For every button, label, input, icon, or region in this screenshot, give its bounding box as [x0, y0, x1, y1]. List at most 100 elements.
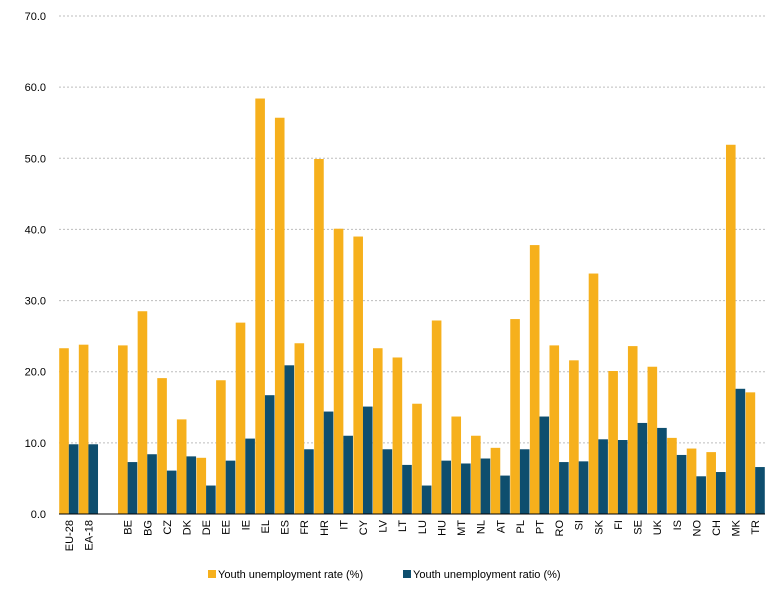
ratio-bar-lv: [382, 449, 393, 514]
ratio-bar-eu-28: [68, 444, 79, 514]
rate-bar-fi: [608, 371, 618, 514]
x-tick-label: SE: [633, 520, 645, 535]
rate-bar-it: [333, 228, 344, 514]
gridlines: [59, 15, 765, 444]
legend: Youth unemployment rate (%) Youth unemplo…: [208, 569, 561, 581]
bars: [59, 98, 765, 515]
x-tick-label: FI: [613, 520, 625, 530]
rate-bar-lt: [392, 357, 403, 514]
x-tick-label: FR: [299, 520, 311, 535]
ratio-bar-es: [284, 365, 295, 514]
rate-bar-no: [686, 448, 697, 514]
ratio-bar-mk: [735, 388, 746, 514]
y-tick-label: 0.0: [31, 509, 46, 521]
ratio-bar-sk: [598, 439, 608, 514]
rate-bar-ch: [706, 452, 716, 514]
x-tick-label: TR: [750, 520, 762, 535]
rate-bar-lu: [412, 403, 422, 514]
rate-bar-fr: [294, 343, 305, 514]
rate-bar-hu: [431, 320, 442, 514]
ratio-bar-cz: [166, 470, 177, 514]
x-tick-label: PL: [515, 520, 527, 533]
ratio-bar-ch: [715, 472, 726, 514]
rate-bar-uk: [647, 366, 658, 514]
rate-bar-eu-28: [59, 348, 69, 514]
x-tick-label: HU: [436, 520, 448, 536]
ratio-bar-is: [676, 454, 687, 514]
rate-bar-be: [118, 345, 128, 514]
x-tick-label: PT: [534, 520, 546, 534]
x-tick-label: RO: [554, 520, 566, 537]
ratio-bar-dk: [186, 456, 197, 514]
x-tick-label: EU-28: [64, 520, 76, 551]
rate-bar-de: [196, 457, 207, 514]
rate-bar-pl: [510, 319, 520, 514]
legend-label: Youth unemployment ratio (%): [413, 569, 561, 581]
x-tick-label: NL: [476, 520, 488, 534]
rate-bar-si: [569, 360, 579, 514]
ratio-bar-cy: [362, 406, 373, 514]
rate-bar-bg: [137, 311, 148, 514]
rate-bar-at: [490, 447, 501, 514]
x-tick-label: DK: [181, 519, 193, 535]
y-tick-label: 30.0: [25, 296, 46, 308]
rate-bar-lv: [372, 348, 383, 514]
ratio-bar-nl: [480, 458, 491, 514]
ratio-bar-it: [343, 435, 353, 514]
x-tick-label: DE: [201, 520, 213, 535]
x-tick-label: UK: [652, 519, 664, 535]
y-tick-label: 50.0: [25, 153, 46, 165]
x-tick-label: MT: [456, 520, 468, 536]
ratio-bar-fi: [617, 440, 628, 514]
ratio-bar-ea-18: [88, 444, 99, 514]
ratio-bar-ie: [245, 438, 255, 514]
rate-bar-mt: [451, 416, 462, 514]
x-tick-label: LT: [397, 520, 409, 532]
rate-bar-mk: [725, 144, 736, 515]
ratio-bar-at: [500, 475, 510, 514]
x-tick-label: LV: [378, 519, 390, 532]
y-tick-label: 40.0: [25, 224, 46, 236]
rate-bar-nl: [471, 435, 481, 514]
ratio-bar-ee: [225, 460, 236, 514]
rate-bar-se: [627, 346, 638, 514]
rate-bar-el: [255, 98, 265, 515]
ratio-bar-el: [264, 395, 275, 514]
rate-bar-is: [667, 437, 677, 514]
rate-bar-tr: [745, 392, 756, 514]
rate-bar-pt: [529, 245, 540, 514]
rate-bar-cy: [353, 236, 363, 515]
x-tick-label: NO: [691, 520, 703, 537]
x-tick-label: CY: [358, 519, 370, 535]
x-tick-label: AT: [495, 520, 507, 534]
y-tick-label: 70.0: [25, 11, 46, 23]
x-tick-label: EL: [260, 520, 272, 533]
ratio-bar-se: [637, 422, 648, 514]
x-tick-label: BE: [123, 520, 135, 535]
ratio-bar-fr: [304, 449, 314, 514]
x-tick-label: CH: [711, 520, 723, 536]
x-tick-label: CZ: [162, 520, 174, 535]
ratio-bar-be: [127, 462, 138, 514]
x-tick-label: BG: [142, 520, 154, 536]
rate-bar-ie: [235, 322, 246, 514]
ratio-bar-de: [206, 485, 216, 514]
rate-bar-hr: [314, 158, 324, 515]
x-tick-label: MK: [731, 519, 743, 536]
x-tick-label: ES: [280, 520, 292, 535]
rate-bar-cz: [157, 378, 167, 514]
ratio-bar-mt: [461, 463, 471, 514]
rate-bar-ro: [549, 345, 560, 514]
x-tick-label: LU: [417, 520, 429, 534]
x-tick-label: HR: [319, 520, 331, 536]
legend-swatch: [403, 570, 411, 578]
ratio-bar-hu: [441, 460, 452, 514]
ratio-bar-lu: [421, 485, 432, 514]
rate-bar-ea-18: [78, 344, 89, 514]
x-tick-label: IS: [672, 520, 684, 530]
legend-label: Youth unemployment rate (%): [218, 569, 363, 581]
ratio-bar-no: [696, 476, 706, 514]
x-tick-label: IT: [338, 520, 350, 530]
ratio-bar-pt: [539, 416, 550, 514]
